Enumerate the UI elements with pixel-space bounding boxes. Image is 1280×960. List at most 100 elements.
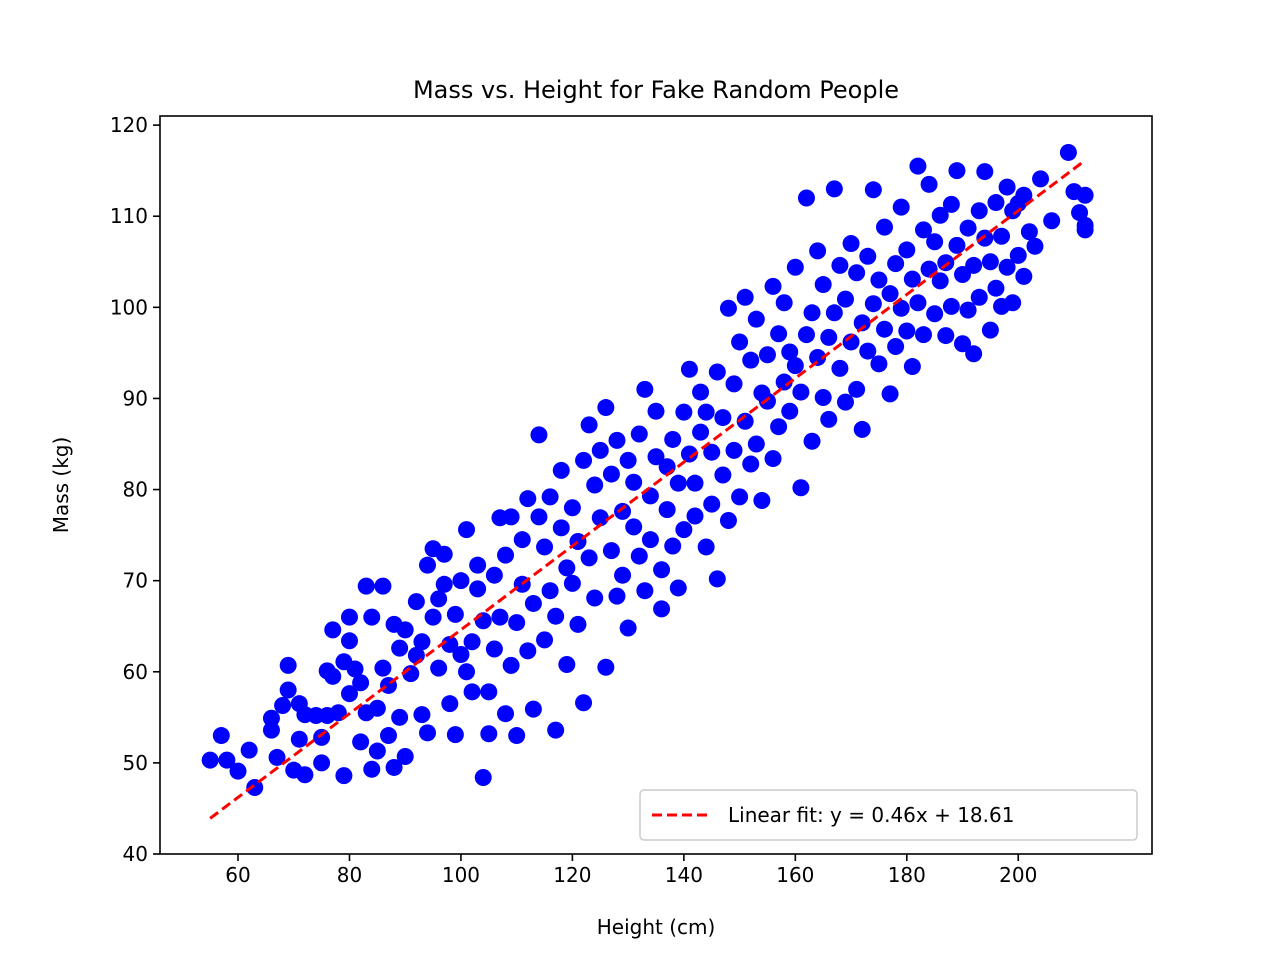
- data-point: [753, 491, 771, 509]
- data-point: [1026, 237, 1044, 255]
- data-point: [892, 299, 910, 317]
- data-point: [262, 721, 280, 739]
- data-point: [959, 219, 977, 237]
- data-point: [340, 608, 358, 626]
- data-point: [792, 383, 810, 401]
- data-point: [831, 256, 849, 274]
- data-point: [552, 461, 570, 479]
- y-tick-label: 60: [123, 660, 148, 684]
- data-point: [809, 242, 827, 260]
- data-point: [524, 594, 542, 612]
- data-point: [647, 448, 665, 466]
- data-point: [368, 699, 386, 717]
- data-point: [909, 157, 927, 175]
- data-point: [424, 608, 442, 626]
- data-point: [725, 441, 743, 459]
- data-point: [558, 655, 576, 673]
- data-point: [636, 380, 654, 398]
- x-tick-label: 160: [776, 863, 814, 887]
- data-point: [1059, 143, 1077, 161]
- data-point: [998, 258, 1016, 276]
- data-point: [719, 299, 737, 317]
- y-tick-label: 120: [110, 113, 148, 137]
- data-point: [324, 667, 342, 685]
- data-point: [313, 754, 331, 772]
- data-point: [664, 537, 682, 555]
- data-point: [491, 608, 509, 626]
- data-point: [708, 363, 726, 381]
- data-point: [792, 479, 810, 497]
- data-point: [898, 241, 916, 259]
- data-point: [368, 742, 386, 760]
- data-point: [987, 279, 1005, 297]
- data-point: [970, 202, 988, 220]
- data-point: [825, 304, 843, 322]
- x-tick-label: 180: [888, 863, 926, 887]
- data-point: [781, 343, 799, 361]
- data-point: [391, 639, 409, 657]
- data-point: [575, 694, 593, 712]
- data-point: [848, 380, 866, 398]
- data-point: [747, 435, 765, 453]
- data-point: [435, 545, 453, 563]
- data-point: [547, 721, 565, 739]
- data-point: [887, 338, 905, 356]
- data-point: [580, 549, 598, 567]
- data-point: [508, 727, 526, 745]
- data-point: [942, 297, 960, 315]
- data-point: [931, 206, 949, 224]
- data-point: [948, 162, 966, 180]
- data-point: [820, 410, 838, 428]
- data-point: [781, 402, 799, 420]
- data-point: [669, 474, 687, 492]
- data-point: [703, 443, 721, 461]
- data-point: [1015, 186, 1033, 204]
- plot-area-frame: [159, 115, 1153, 855]
- data-point: [976, 163, 994, 181]
- data-point: [875, 218, 893, 236]
- data-point: [920, 175, 938, 193]
- data-point: [430, 590, 448, 608]
- data-point: [641, 531, 659, 549]
- data-point: [480, 683, 498, 701]
- data-point: [686, 507, 704, 525]
- data-point: [469, 580, 487, 598]
- data-point: [385, 758, 403, 776]
- data-point: [915, 326, 933, 344]
- data-point: [536, 538, 554, 556]
- data-point: [820, 328, 838, 346]
- legend: Linear fit: y = 0.46x + 18.61: [639, 789, 1138, 841]
- data-point: [597, 399, 615, 417]
- fit-line: [209, 159, 1087, 820]
- x-tick-label: 100: [442, 863, 480, 887]
- data-point: [948, 236, 966, 254]
- data-point: [692, 383, 710, 401]
- data-point: [658, 501, 676, 519]
- data-point: [848, 264, 866, 282]
- data-point: [547, 607, 565, 625]
- data-point: [725, 375, 743, 393]
- data-point: [212, 727, 230, 745]
- data-point: [675, 521, 693, 539]
- data-point: [870, 355, 888, 373]
- data-point: [441, 695, 459, 713]
- data-point: [764, 277, 782, 295]
- data-point: [842, 333, 860, 351]
- data-point: [625, 473, 643, 491]
- data-point: [352, 733, 370, 751]
- data-point: [536, 631, 554, 649]
- y-tick-label: 50: [123, 751, 148, 775]
- data-point: [1015, 267, 1033, 285]
- chart-title: Mass vs. Height for Fake Random People: [413, 76, 899, 104]
- data-point: [630, 425, 648, 443]
- data-point: [909, 294, 927, 312]
- data-point: [396, 621, 414, 639]
- data-point: [413, 633, 431, 651]
- data-point: [374, 577, 392, 595]
- data-point: [407, 593, 425, 611]
- data-point: [435, 575, 453, 593]
- data-point: [563, 499, 581, 517]
- data-point: [352, 674, 370, 692]
- data-point: [853, 314, 871, 332]
- data-point: [853, 420, 871, 438]
